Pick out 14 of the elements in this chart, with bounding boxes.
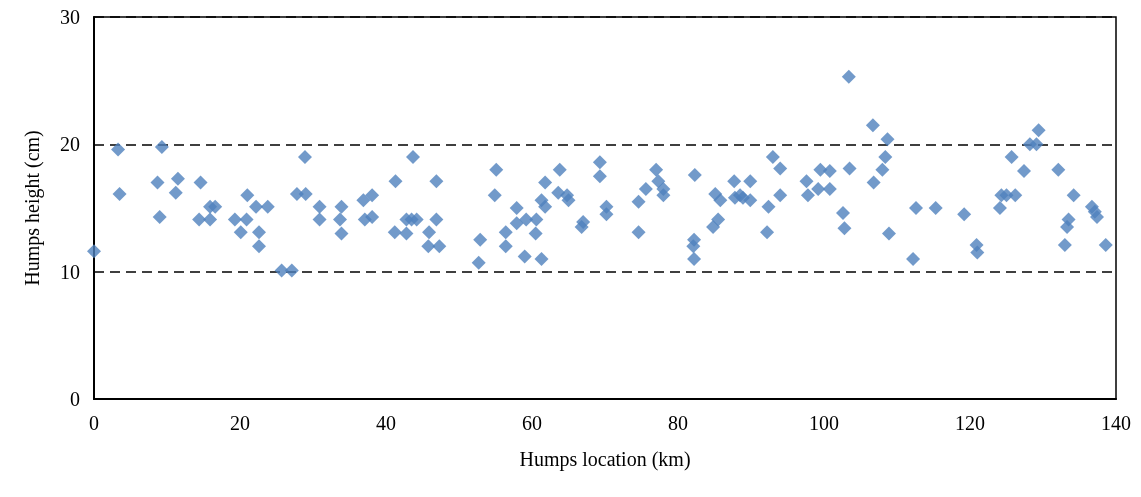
x-tick-label: 120 bbox=[955, 412, 985, 434]
x-tick-label: 100 bbox=[809, 412, 839, 434]
y-tick-label: 10 bbox=[60, 260, 80, 283]
x-tick-label: 40 bbox=[376, 412, 396, 434]
x-tick-label: 140 bbox=[1101, 412, 1131, 434]
x-tick-label: 80 bbox=[668, 412, 688, 434]
x-axis-title: Humps location (km) bbox=[519, 448, 691, 471]
x-tick-label: 60 bbox=[522, 412, 542, 434]
y-axis-title: Humps height (cm) bbox=[21, 130, 44, 286]
y-tick-label: 20 bbox=[60, 133, 80, 156]
y-tick-label: 0 bbox=[70, 388, 80, 410]
x-tick-label: 20 bbox=[230, 412, 250, 434]
x-tick-label: 0 bbox=[89, 412, 99, 434]
y-tick-label: 30 bbox=[60, 6, 80, 28]
